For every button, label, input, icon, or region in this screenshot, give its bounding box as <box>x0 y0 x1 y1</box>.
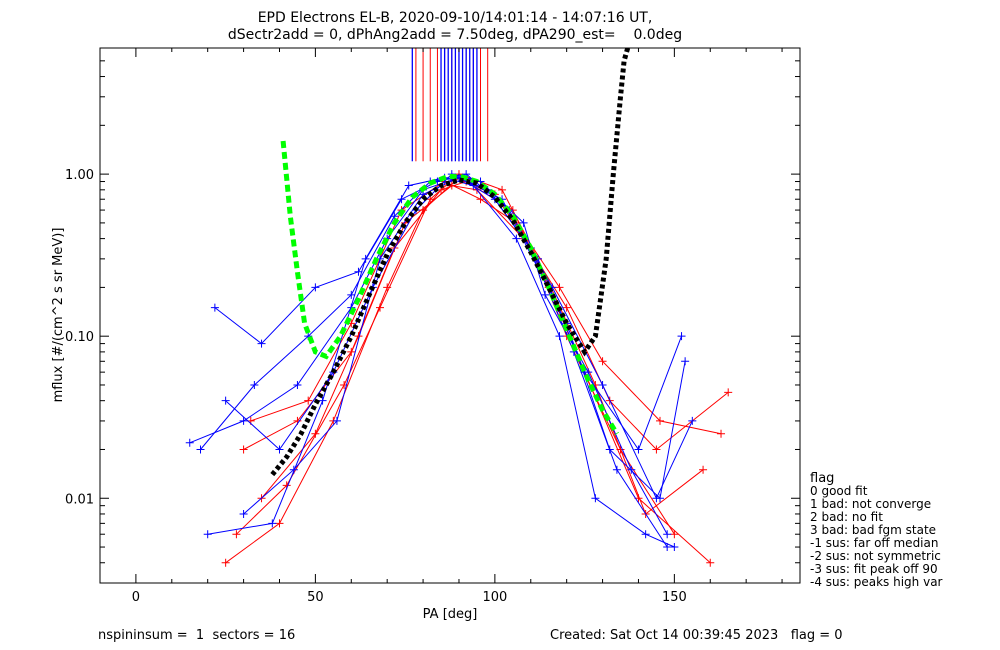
data-point <box>663 543 672 552</box>
data-point <box>670 530 679 539</box>
legend-title: flag <box>810 471 834 486</box>
data-point <box>627 465 636 474</box>
fit-curve-black <box>270 48 631 477</box>
data-point <box>232 530 241 539</box>
data-point <box>404 181 413 190</box>
data-point <box>717 429 726 438</box>
x-tick-label: 0 <box>132 590 140 605</box>
data-point <box>555 283 564 292</box>
data-point <box>289 465 298 474</box>
legend-entry: -2 sus: not symmetric <box>810 549 941 563</box>
x-tick-label: 100 <box>482 590 507 605</box>
data-point <box>332 416 341 425</box>
legend-entry: 1 bad: not converge <box>810 497 931 511</box>
data-point <box>663 530 672 539</box>
data-point <box>268 519 277 528</box>
data-point <box>239 445 248 454</box>
data-point <box>347 290 356 299</box>
legend-entry: 2 bad: no fit <box>810 510 883 524</box>
data-point <box>318 396 327 405</box>
y-tick-label: 0.10 <box>65 330 94 345</box>
legend-entry: 0 good fit <box>810 484 868 498</box>
data-point <box>512 234 521 243</box>
data-point <box>598 380 607 389</box>
data-point <box>354 267 363 276</box>
legend-entry: -4 sus: peaks high var <box>810 575 943 589</box>
plot-data-layer <box>185 48 733 567</box>
legend: flag 0 good fit 1 bad: not converge 2 ba… <box>810 471 943 589</box>
data-point <box>688 416 697 425</box>
data-point <box>210 303 219 312</box>
data-point <box>598 357 607 366</box>
data-point <box>221 558 230 567</box>
data-point <box>681 357 690 366</box>
x-axis-label: PA [deg] <box>423 607 478 622</box>
data-point <box>670 543 679 552</box>
data-point <box>311 429 320 438</box>
y-tick-label: 0.01 <box>65 492 94 507</box>
data-point <box>519 218 528 227</box>
data-point <box>656 416 664 425</box>
data-point <box>677 332 686 341</box>
data-point <box>203 530 212 539</box>
x-tick-label: 150 <box>662 590 687 605</box>
data-point <box>397 195 406 204</box>
data-point <box>699 465 708 474</box>
data-point <box>250 380 259 389</box>
data-point <box>311 283 320 292</box>
legend-entry: 3 bad: bad fgm state <box>810 523 936 537</box>
data-point <box>239 416 248 425</box>
data-point <box>652 445 661 454</box>
y-axis-label: mflux [#/(cm^2 s sr MeV)] <box>51 228 66 403</box>
legend-entry: -3 sus: fit peak off 90 <box>810 562 938 576</box>
data-point <box>293 380 302 389</box>
data-point <box>361 254 370 263</box>
data-point <box>275 445 284 454</box>
data-point <box>257 339 266 348</box>
data-point <box>562 303 571 312</box>
footer-left: nspininsum = 1 sectors = 16 <box>98 628 295 643</box>
data-point <box>476 195 485 204</box>
data-point <box>724 388 733 397</box>
data-point <box>612 465 621 474</box>
legend-entry: -1 sus: far off median <box>810 536 938 550</box>
data-point <box>555 332 564 341</box>
chart-title: EPD Electrons EL-B, 2020-09-10/14:01:14 … <box>258 10 653 26</box>
data-point <box>641 530 650 539</box>
chart-subtitle: dSectr2add = 0, dPhAng2add = 7.50deg, dP… <box>228 27 682 43</box>
data-point <box>196 445 205 454</box>
data-point <box>498 185 507 194</box>
data-point <box>634 445 643 454</box>
fit-curve-green <box>280 140 620 436</box>
data-point <box>221 396 230 405</box>
data-point <box>541 290 550 299</box>
data-point <box>185 438 194 447</box>
data-point <box>706 558 715 567</box>
data-point <box>275 519 284 528</box>
data-point <box>304 396 313 405</box>
plot-frame <box>99 47 801 584</box>
data-point <box>591 494 600 503</box>
axes: 0 50 100 150 0.01 0.10 1.00 <box>65 47 800 605</box>
data-point <box>376 303 384 312</box>
x-tick-label: 50 <box>307 590 324 605</box>
footer-right: Created: Sat Oct 14 00:39:45 2023 flag =… <box>550 628 843 643</box>
data-point <box>239 509 248 518</box>
y-tick-label: 1.00 <box>65 168 94 183</box>
data-point <box>656 494 664 503</box>
